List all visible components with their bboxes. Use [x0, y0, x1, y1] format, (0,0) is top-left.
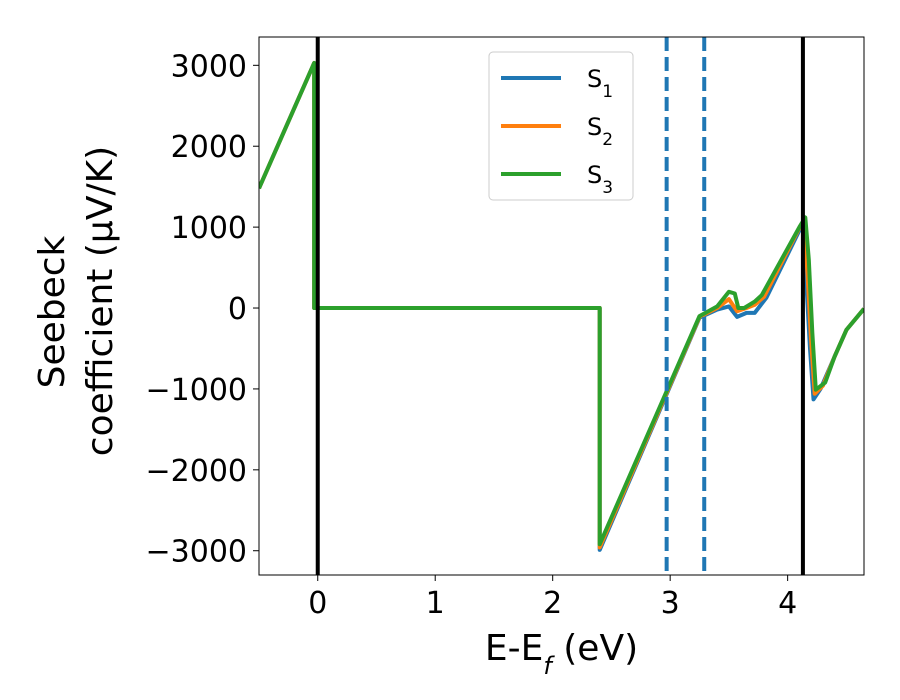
y-tick-label: 1000 [171, 211, 247, 246]
x-tick-label: 2 [543, 586, 562, 621]
legend-label-s1: S1 [587, 65, 613, 102]
y-tick-label: −3000 [146, 535, 247, 570]
x-axis-title-main: E-E [485, 628, 543, 669]
y-tick-label: 3000 [171, 49, 247, 84]
y-tick-label: 2000 [171, 130, 247, 165]
x-axis-title: E-Ef (eV) [485, 628, 638, 680]
x-tick-label: 1 [426, 586, 445, 621]
series-line-s3 [259, 60, 864, 547]
y-tick-label: −1000 [146, 373, 247, 408]
y-tick-label: 0 [228, 292, 247, 327]
axis-ticks: 0 1 2 3 4 −3000 −2000 −1000 0 1000 2000 3000 [146, 49, 798, 621]
x-axis-title-unit: (eV) [552, 628, 638, 669]
x-tick-label: 4 [778, 586, 797, 621]
legend-label-s2: S2 [587, 113, 613, 150]
y-axis-title-line2: coefficient (μV/K) [80, 146, 121, 456]
plot-content [259, 37, 864, 575]
plot-area [259, 37, 864, 575]
y-tick-label: −2000 [146, 454, 247, 489]
legend: S1 S2 S3 [488, 51, 634, 201]
plot-frame [258, 36, 865, 576]
x-tick-label: 0 [308, 586, 327, 621]
legend-label-s3: S3 [587, 161, 613, 198]
x-tick-label: 3 [661, 586, 680, 621]
y-axis-title-line1: Seebeck [32, 235, 73, 388]
